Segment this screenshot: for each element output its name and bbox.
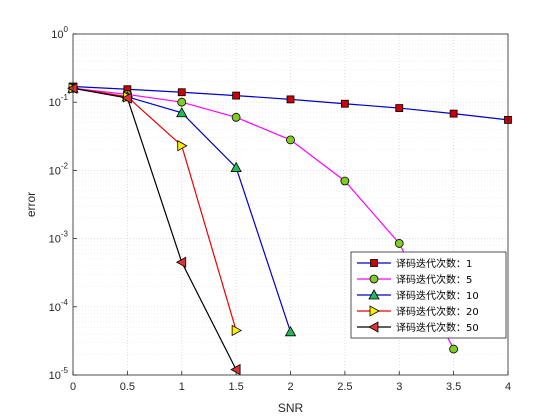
legend-entry: 译码迭代次数：50: [357, 321, 479, 334]
series-line: [72, 87, 455, 350]
marker-triangle-left: [121, 92, 132, 104]
marker-square: [395, 104, 404, 112]
legend-entry: 译码迭代次数：20: [357, 305, 479, 318]
series-layer: [67, 82, 512, 376]
marker-circle: [369, 274, 379, 284]
marker-square: [177, 88, 186, 97]
y-tick-label: 10-4: [49, 298, 69, 314]
marker-triangle-up: [368, 289, 380, 300]
marker-circle: [231, 112, 241, 122]
x-tick-label: 1: [179, 381, 185, 393]
marker-triangle-up: [176, 106, 188, 118]
marker-square: [232, 91, 241, 100]
series-line: [72, 87, 237, 370]
series-5: [67, 82, 241, 376]
marker-triangle-up: [284, 325, 297, 337]
marker-triangle-left: [175, 256, 187, 268]
legend-entry: 译码迭代次数：5: [357, 273, 472, 286]
x-tick-label: 2.5: [337, 381, 352, 393]
x-tick-label: 3: [396, 381, 402, 393]
marker-circle: [394, 239, 404, 248]
y-tick-label: 10-3: [49, 230, 69, 246]
x-tick-label: 3.5: [446, 381, 461, 393]
marker-triangle-left: [67, 82, 78, 94]
marker-triangle-left: [368, 321, 379, 333]
legend-label: 译码迭代次数：20: [396, 305, 479, 318]
y-tick-label: 10-5: [49, 366, 69, 382]
x-tick-label: 0: [70, 381, 76, 393]
marker-triangle-left: [230, 363, 241, 376]
marker-circle: [286, 135, 295, 145]
y-tick-label: 10-1: [49, 93, 69, 109]
marker-triangle-right: [177, 140, 188, 152]
marker-triangle-right: [369, 305, 380, 317]
y-tick-label: 100: [51, 25, 68, 41]
x-tick-label: 0.5: [120, 381, 135, 393]
x-tick-label: 1.5: [228, 381, 243, 393]
series-line: [72, 87, 237, 331]
marker-square: [340, 99, 349, 108]
legend-label: 译码迭代次数：10: [396, 289, 479, 302]
y-tick-label: 10-2: [49, 161, 69, 177]
legend-label: 译码迭代次数：1: [396, 257, 472, 270]
marker-circle: [449, 344, 459, 354]
ticks: 10-5 10-4 10-3 10-2 10-1 100 0 0.5 1 1.5 2 2.5 3 3.5 4: [49, 25, 511, 393]
grid: [72, 33, 509, 376]
legend-entry: 译码迭代次数：10: [357, 289, 479, 302]
x-axis-title: SNR: [278, 401, 304, 415]
legend-label: 译码迭代次数：50: [396, 321, 479, 334]
legend: 译码迭代次数：1 译码迭代次数：5 译码迭代次数：10 译码迭代次数：20 译码迭代次数…: [350, 251, 507, 339]
x-tick-label: 4: [505, 381, 511, 393]
y-axis-title: error: [24, 192, 38, 217]
marker-square: [370, 259, 378, 267]
legend-entry: 译码迭代次数：1: [357, 257, 472, 270]
marker-triangle-right: [231, 324, 242, 337]
marker-triangle-up: [230, 161, 242, 172]
marker-circle: [340, 176, 350, 186]
x-tick-label: 2: [287, 381, 293, 393]
legend-label: 译码迭代次数：5: [396, 273, 472, 286]
marker-circle: [177, 97, 187, 107]
marker-square: [286, 95, 295, 104]
marker-square: [449, 109, 458, 118]
